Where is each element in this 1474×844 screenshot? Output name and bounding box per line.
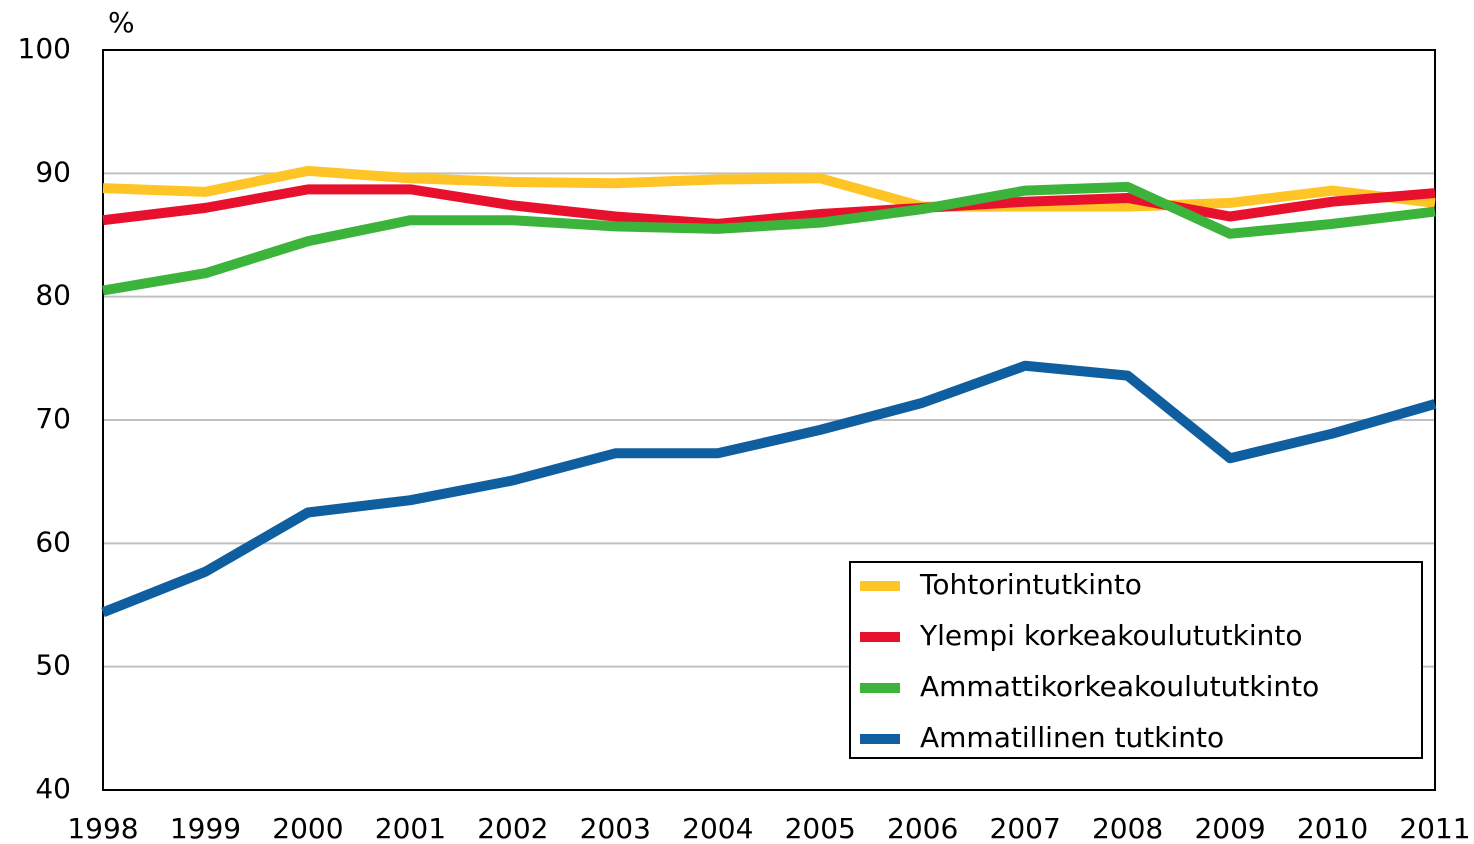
- line: [102, 165, 1436, 212]
- legend-label: Tohtorintutkinto: [919, 568, 1142, 601]
- line: [102, 181, 1436, 296]
- x-tick-label: 2000: [272, 812, 343, 844]
- x-tick-label: 2010: [1297, 812, 1368, 844]
- y-tick-label: 40: [35, 772, 71, 805]
- legend-label: Ammattikorkeakoulututkinto: [920, 670, 1319, 703]
- plot-border: [102, 49, 1436, 791]
- line: [101, 360, 1437, 618]
- y-tick-label: 70: [35, 402, 71, 435]
- x-tick-label: 2003: [580, 812, 651, 844]
- legend-label: Ammatillinen tutkinto: [920, 721, 1224, 754]
- x-tick-label: 2011: [1399, 812, 1470, 844]
- x-tick-label: 2009: [1194, 812, 1265, 844]
- x-tick-label: 2004: [682, 812, 753, 844]
- x-tick-label: 1998: [67, 812, 138, 844]
- legend-box: [849, 561, 1423, 759]
- x-tick-label: 2001: [375, 812, 446, 844]
- x-tick-label: 2002: [477, 812, 548, 844]
- y-tick-label: 90: [35, 155, 71, 188]
- y-tick-label: 80: [35, 279, 71, 312]
- y-tick-label: 50: [35, 649, 71, 682]
- legend-label: Ylempi korkeakoulututkinto: [919, 619, 1302, 652]
- x-tick-label: 2005: [785, 812, 856, 844]
- y-tick-label: 60: [35, 525, 71, 558]
- y-tick-label: 100: [18, 32, 71, 65]
- line: [102, 184, 1436, 229]
- y-axis-label: %: [108, 6, 135, 39]
- x-tick-label: 2006: [887, 812, 958, 844]
- x-tick-label: 2007: [990, 812, 1061, 844]
- x-tick-label: 1999: [170, 812, 241, 844]
- x-tick-label: 2008: [1092, 812, 1163, 844]
